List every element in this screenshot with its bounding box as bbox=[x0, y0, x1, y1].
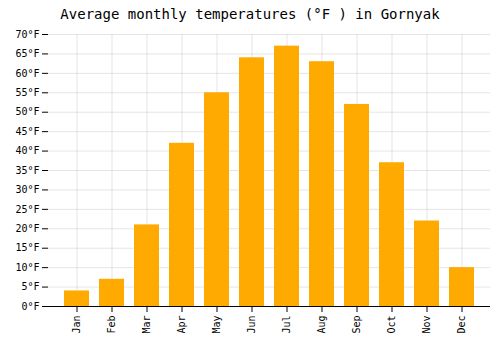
svg-text:10°F: 10°F bbox=[15, 262, 39, 273]
svg-text:50°F: 50°F bbox=[15, 106, 39, 117]
svg-text:45°F: 45°F bbox=[15, 126, 39, 137]
svg-text:35°F: 35°F bbox=[15, 165, 39, 176]
svg-text:Oct: Oct bbox=[386, 316, 397, 334]
svg-text:5°F: 5°F bbox=[21, 281, 39, 292]
svg-text:20°F: 20°F bbox=[15, 223, 39, 234]
svg-text:Mar: Mar bbox=[141, 316, 152, 334]
svg-text:Aug: Aug bbox=[316, 316, 327, 334]
svg-text:55°F: 55°F bbox=[15, 87, 39, 98]
svg-text:25°F: 25°F bbox=[15, 204, 39, 215]
svg-text:Sep: Sep bbox=[351, 316, 362, 334]
svg-text:Jul: Jul bbox=[281, 316, 292, 334]
svg-text:Feb: Feb bbox=[106, 316, 117, 334]
svg-text:15°F: 15°F bbox=[15, 242, 39, 253]
svg-text:30°F: 30°F bbox=[15, 184, 39, 195]
html-text:Average monthly temperatures (: Average monthly temperatures (°F ) in Go… bbox=[60, 6, 440, 22]
svg-text:Dec: Dec bbox=[456, 316, 467, 334]
svg-text:40°F: 40°F bbox=[15, 145, 39, 156]
svg-text:65°F: 65°F bbox=[15, 48, 39, 59]
svg-text:Jun: Jun bbox=[246, 316, 257, 334]
svg-text:Apr: Apr bbox=[176, 316, 187, 334]
svg-text:60°F: 60°F bbox=[15, 68, 39, 79]
svg-text:0°F: 0°F bbox=[21, 301, 39, 312]
svg-text:70°F: 70°F bbox=[15, 29, 39, 40]
svg-text:Jan: Jan bbox=[71, 316, 82, 334]
svg-text:Nov: Nov bbox=[421, 316, 432, 334]
svg-text:May: May bbox=[211, 316, 222, 334]
